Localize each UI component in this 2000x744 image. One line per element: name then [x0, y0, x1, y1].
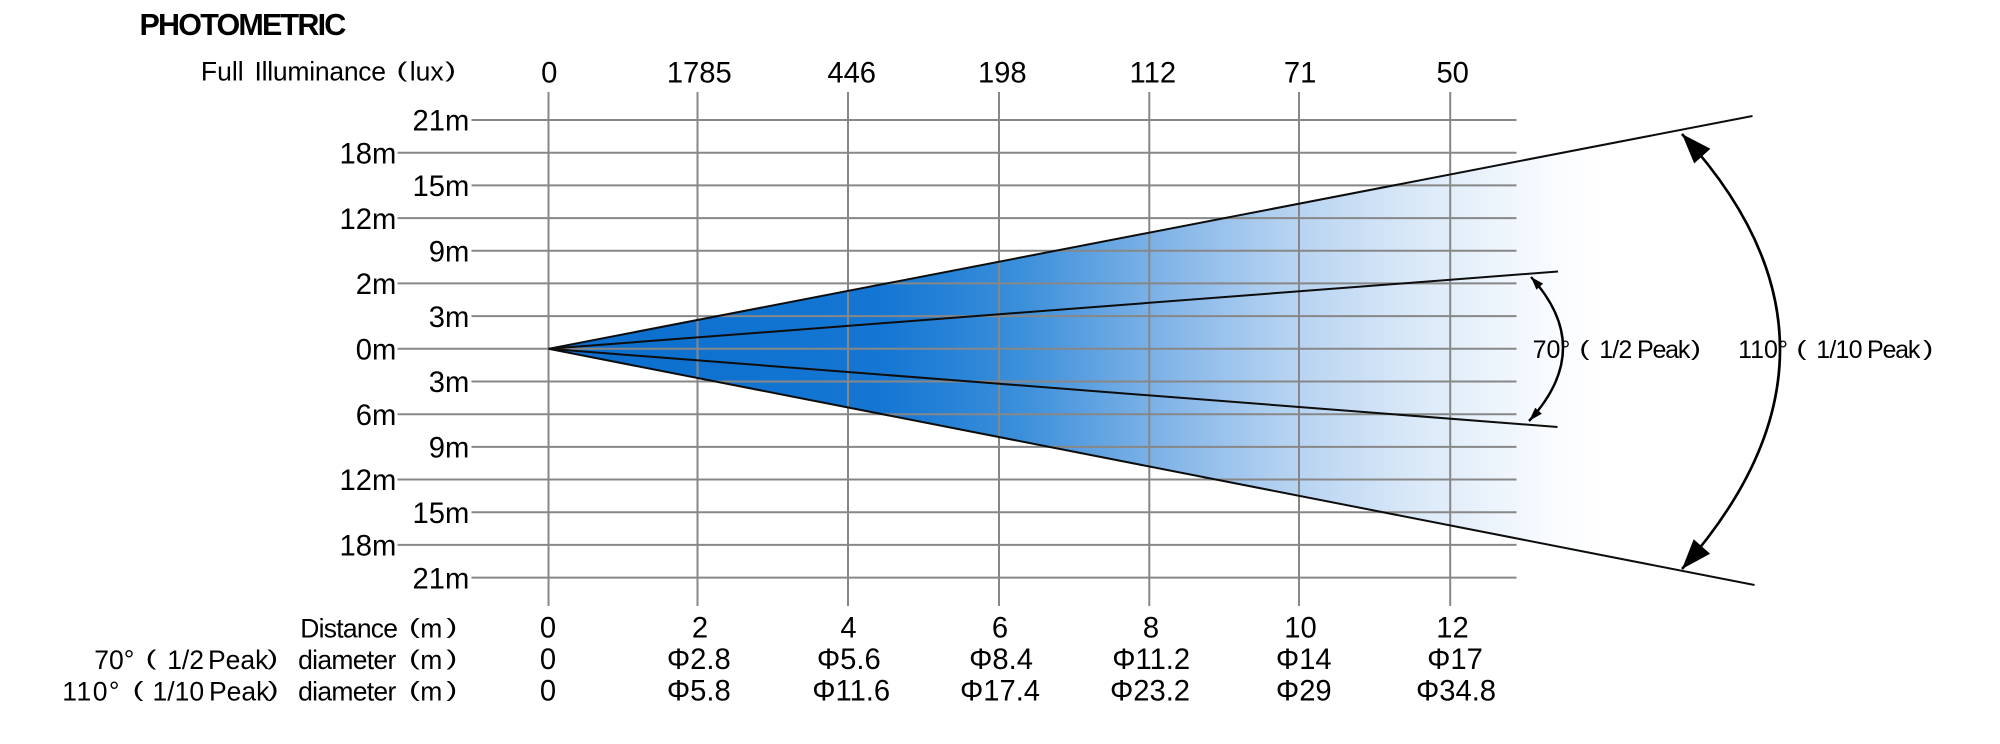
svg-text:Φ23.2: Φ23.2 [1110, 676, 1190, 708]
svg-text:18m: 18m [340, 138, 397, 170]
svg-text:0: 0 [540, 644, 556, 676]
svg-text:1785: 1785 [667, 58, 732, 90]
svg-text:0: 0 [540, 613, 556, 645]
svg-text:): ) [268, 677, 279, 701]
svg-text:12m: 12m [340, 465, 397, 497]
svg-text:diameter: diameter [298, 676, 396, 706]
svg-text:10: 10 [1284, 613, 1316, 645]
svg-text:Φ5.6: Φ5.6 [817, 644, 881, 676]
svg-text:Φ17.4: Φ17.4 [960, 676, 1040, 708]
svg-text:m: m [420, 676, 442, 706]
svg-text:Φ8.4: Φ8.4 [969, 644, 1033, 676]
svg-text:Φ11.6: Φ11.6 [812, 676, 890, 708]
svg-text:Φ29: Φ29 [1276, 676, 1332, 708]
svg-text:21m: 21m [413, 563, 470, 595]
svg-text:446: 446 [827, 58, 876, 90]
svg-text:Peak: Peak [209, 676, 270, 706]
svg-text:Distance: Distance [300, 613, 397, 643]
svg-text:8: 8 [1143, 613, 1159, 645]
svg-text:1/2: 1/2 [167, 645, 204, 675]
svg-text:Φ34.8: Φ34.8 [1416, 676, 1496, 708]
svg-text:1/10: 1/10 [153, 676, 205, 706]
svg-text:12m: 12m [340, 204, 397, 236]
svg-text:110°: 110° [62, 676, 121, 706]
svg-text:Peak: Peak [208, 645, 269, 675]
svg-text:(: ( [409, 677, 421, 701]
svg-text:): ) [445, 57, 456, 81]
svg-text:112: 112 [1130, 58, 1177, 90]
svg-text:198: 198 [978, 58, 1027, 90]
svg-text:Peak: Peak [1867, 336, 1921, 364]
svg-text:Peak: Peak [1637, 336, 1691, 364]
svg-text:4: 4 [840, 613, 856, 645]
svg-text:0: 0 [541, 58, 557, 90]
svg-text:50: 50 [1436, 58, 1468, 90]
svg-text:6m: 6m [356, 400, 397, 432]
svg-text:1/10: 1/10 [1816, 336, 1861, 364]
svg-text:15m: 15m [413, 498, 470, 530]
svg-text:(: ( [397, 57, 409, 81]
svg-text:0m: 0m [356, 335, 397, 367]
svg-text:2: 2 [692, 613, 708, 645]
svg-text:): ) [446, 614, 457, 638]
svg-text:71: 71 [1284, 58, 1316, 90]
svg-text:Φ14: Φ14 [1276, 644, 1332, 676]
svg-text:): ) [267, 645, 278, 669]
svg-text:3m: 3m [429, 302, 470, 334]
svg-text:9m: 9m [429, 236, 470, 268]
svg-text:0: 0 [540, 676, 556, 708]
svg-text:(: ( [409, 614, 421, 638]
svg-text:70°: 70° [1533, 336, 1571, 364]
svg-text:6: 6 [992, 613, 1008, 645]
svg-text:(: ( [1796, 338, 1806, 360]
svg-text:70°: 70° [94, 645, 134, 675]
svg-text:(: ( [133, 677, 145, 701]
svg-text:m: m [420, 645, 442, 675]
svg-text:(: ( [146, 645, 158, 669]
svg-text:diameter: diameter [298, 645, 396, 675]
svg-text:Full: Full [201, 57, 244, 87]
svg-text:(: ( [1579, 338, 1589, 360]
svg-text:21m: 21m [413, 106, 470, 138]
svg-text:110°: 110° [1738, 336, 1788, 364]
svg-text:Φ2.8: Φ2.8 [667, 644, 731, 676]
svg-text:m: m [420, 613, 442, 643]
svg-text:15m: 15m [413, 171, 470, 203]
svg-text:3m: 3m [429, 367, 470, 399]
svg-text:(: ( [409, 645, 421, 669]
svg-text:lux: lux [410, 57, 444, 87]
svg-text:Φ11.2: Φ11.2 [1112, 644, 1190, 676]
svg-text:Φ5.8: Φ5.8 [667, 676, 731, 708]
svg-text:1/2: 1/2 [1599, 336, 1631, 364]
svg-text:): ) [1923, 338, 1933, 360]
svg-text:Illuminance: Illuminance [255, 57, 386, 87]
svg-text:18m: 18m [340, 531, 397, 563]
svg-text:9m: 9m [429, 433, 470, 465]
svg-text:PHOTOMETRIC: PHOTOMETRIC [140, 8, 347, 42]
svg-text:12: 12 [1436, 613, 1468, 645]
svg-text:): ) [446, 677, 457, 701]
svg-text:): ) [1691, 338, 1701, 360]
svg-text:): ) [446, 645, 457, 669]
svg-text:Φ17: Φ17 [1427, 644, 1483, 676]
svg-text:2m: 2m [356, 269, 397, 301]
